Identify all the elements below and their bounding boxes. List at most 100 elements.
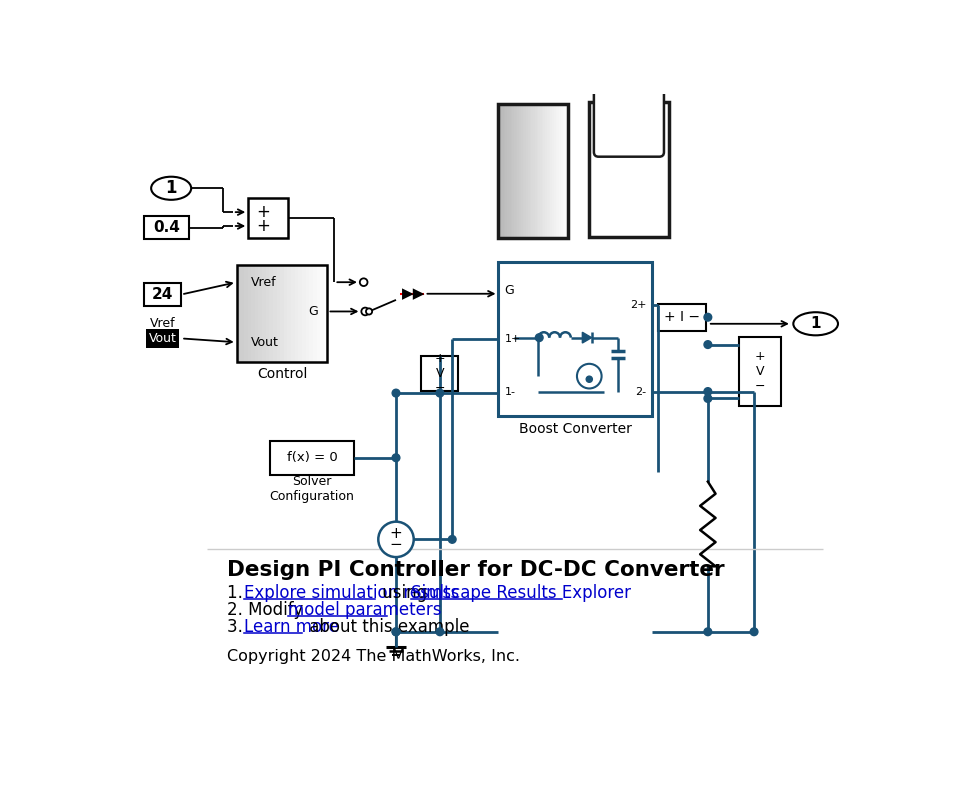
Text: 3.: 3.	[227, 618, 248, 636]
Bar	[539, 104, 542, 238]
Bar	[519, 104, 521, 238]
Bar	[265, 265, 269, 362]
Bar	[505, 104, 507, 238]
Bar	[554, 104, 555, 238]
Bar	[255, 265, 259, 362]
Circle shape	[392, 389, 400, 397]
Polygon shape	[581, 332, 591, 343]
Text: 1: 1	[165, 179, 177, 197]
Bar	[309, 265, 313, 362]
Bar	[513, 104, 516, 238]
Bar	[269, 265, 273, 362]
Text: −: −	[389, 538, 402, 553]
Bar	[512, 104, 514, 238]
Bar	[657, 303, 704, 331]
Bar	[248, 198, 288, 238]
Text: Vout: Vout	[149, 332, 177, 345]
Bar	[498, 104, 500, 238]
Circle shape	[365, 308, 372, 314]
Bar	[522, 104, 525, 238]
Text: 1: 1	[809, 316, 820, 331]
Text: 1-: 1-	[505, 387, 515, 397]
Bar	[506, 104, 508, 238]
Text: Boost Converter: Boost Converter	[518, 421, 631, 435]
Circle shape	[577, 364, 601, 388]
Text: about this example: about this example	[304, 618, 469, 636]
Bar	[498, 263, 652, 416]
Bar	[320, 265, 324, 362]
Text: Copyright 2024 The MathWorks, Inc.: Copyright 2024 The MathWorks, Inc.	[227, 649, 519, 664]
Bar	[545, 104, 547, 238]
Bar	[552, 104, 554, 238]
Text: G: G	[308, 305, 318, 318]
Bar	[530, 104, 533, 238]
Bar	[548, 104, 551, 238]
Bar	[541, 104, 543, 238]
Bar	[302, 265, 306, 362]
Bar	[236, 265, 240, 362]
Bar	[236, 265, 327, 362]
Bar	[547, 104, 549, 238]
Bar	[534, 104, 536, 238]
Bar	[498, 104, 567, 238]
Bar	[324, 265, 328, 362]
Bar	[538, 104, 540, 238]
Ellipse shape	[793, 312, 837, 336]
Bar	[273, 265, 277, 362]
Text: +: +	[256, 203, 269, 221]
Text: 2. Modify: 2. Modify	[227, 601, 308, 619]
Bar	[144, 216, 188, 239]
Bar	[298, 265, 302, 362]
Text: 24: 24	[152, 287, 173, 302]
Bar	[532, 104, 534, 238]
Bar	[251, 265, 255, 362]
Bar	[144, 283, 181, 306]
Bar	[550, 104, 552, 238]
Bar	[556, 104, 559, 238]
Bar	[526, 104, 528, 238]
Text: +
V
−: + V −	[753, 350, 764, 393]
Bar	[261, 265, 266, 362]
Bar	[244, 265, 248, 362]
Circle shape	[703, 314, 711, 321]
Circle shape	[378, 522, 413, 557]
Bar	[530, 104, 531, 238]
Circle shape	[392, 628, 400, 636]
Text: Control: Control	[257, 367, 307, 381]
Bar	[240, 265, 244, 362]
Bar	[504, 104, 505, 238]
Bar	[536, 104, 538, 238]
Text: model parameters: model parameters	[288, 601, 441, 619]
Text: Simscape Results Explorer: Simscape Results Explorer	[411, 584, 630, 602]
Bar	[287, 265, 291, 362]
Circle shape	[435, 389, 443, 397]
Bar	[510, 104, 512, 238]
Text: using: using	[377, 584, 431, 602]
Bar	[294, 265, 299, 362]
Text: G: G	[505, 285, 514, 297]
FancyBboxPatch shape	[593, 78, 663, 156]
Bar	[515, 104, 517, 238]
Bar	[283, 265, 287, 362]
Bar	[558, 104, 560, 238]
Circle shape	[359, 278, 367, 286]
Text: Vref: Vref	[250, 276, 276, 288]
Bar	[543, 104, 545, 238]
Bar	[565, 104, 568, 238]
Text: 1.: 1.	[227, 584, 248, 602]
Bar	[528, 104, 530, 238]
Text: Explore simulation results: Explore simulation results	[243, 584, 458, 602]
Circle shape	[361, 307, 369, 315]
Bar	[270, 441, 354, 475]
Circle shape	[448, 535, 456, 543]
Circle shape	[535, 334, 543, 341]
Circle shape	[392, 454, 400, 461]
Bar	[502, 104, 504, 238]
Text: 0.4: 0.4	[153, 220, 180, 235]
Text: ▶▶: ▶▶	[402, 286, 425, 301]
Text: f(x) = 0: f(x) = 0	[286, 451, 337, 465]
Circle shape	[703, 387, 711, 395]
Text: 2+: 2+	[629, 299, 646, 310]
Bar	[560, 104, 562, 238]
Circle shape	[703, 340, 711, 348]
